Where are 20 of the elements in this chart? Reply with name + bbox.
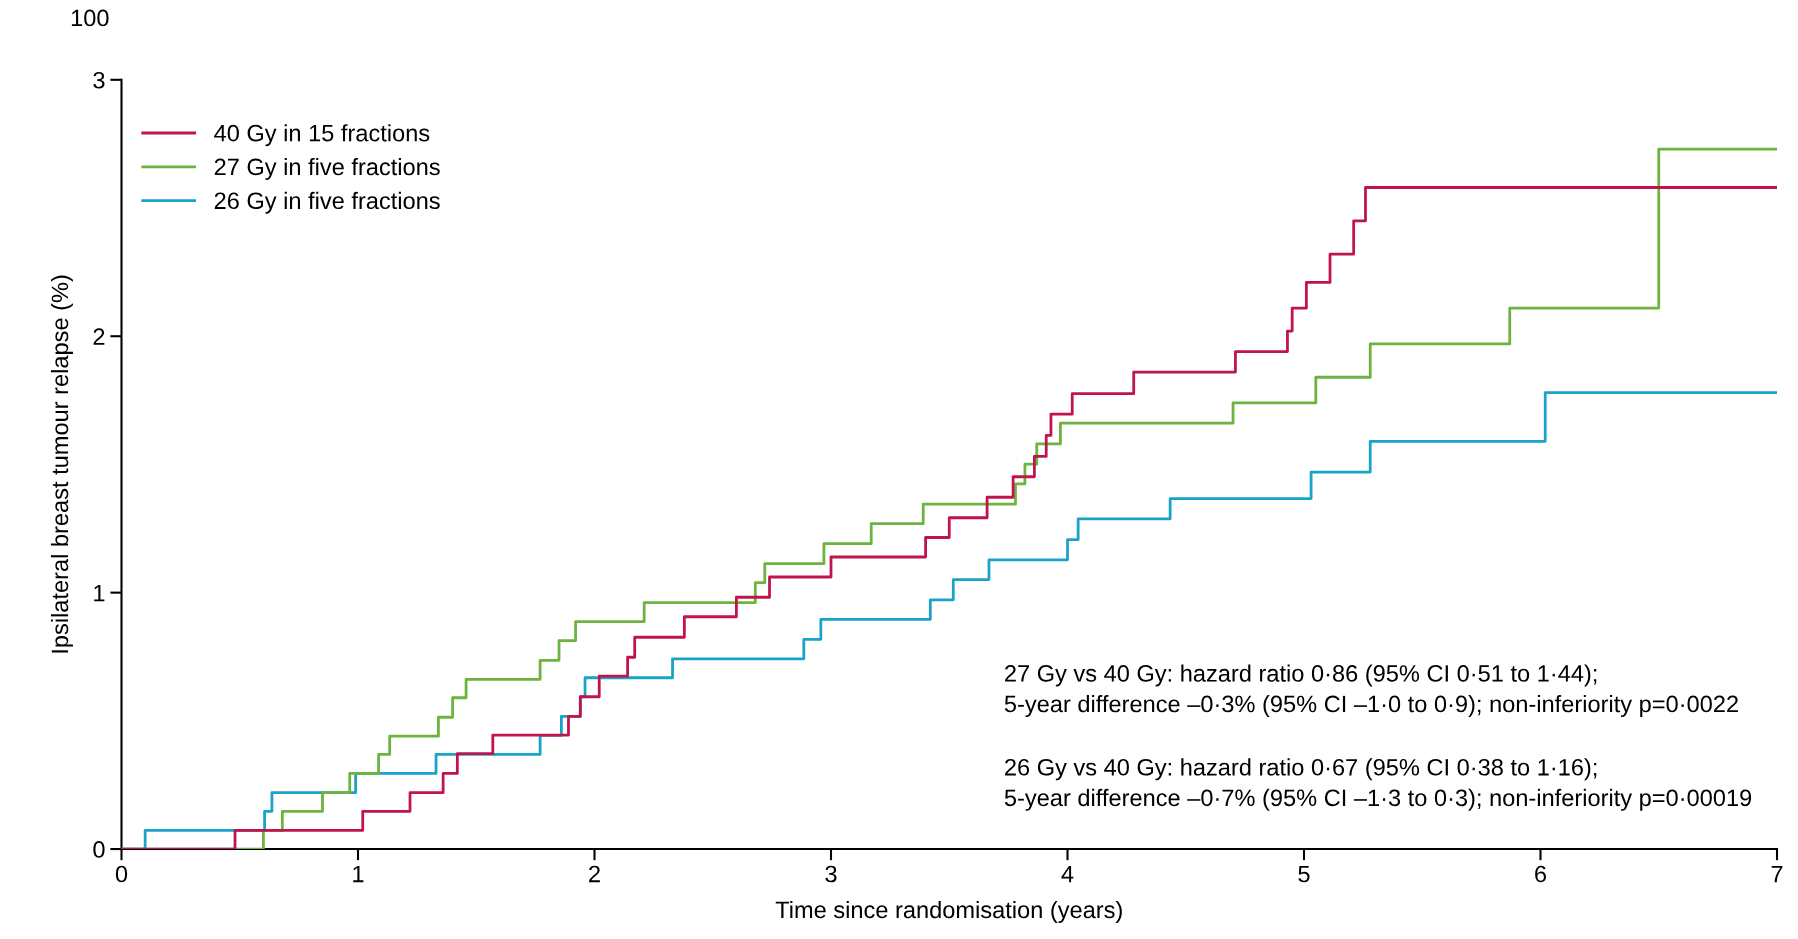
x-tick-label: 2 xyxy=(589,865,600,883)
annotation: 26 Gy vs 40 Gy: hazard ratio 0·67 (95% CI 0·38 to 1·16); 5-year difference –0·7% (95% CI –1·3 to 0·3); non-inferiority p=0·00019 xyxy=(1004,758,1752,811)
x-tick-label: 3 xyxy=(825,865,837,883)
x-tick-label: 1 xyxy=(353,865,364,883)
x-tick-label: 6 xyxy=(1535,865,1547,883)
x-tick-label: 5 xyxy=(1298,865,1310,883)
legend-label: 26 Gy in five fractions xyxy=(214,191,440,214)
text: 100 xyxy=(71,9,109,27)
annotation: 27 Gy vs 40 Gy: hazard ratio 0·86 (95% CI 0·51 to 1·44); 5-year difference –0·3% (95% CI –1·0 to 0·9); non-inferiority p=0·0022 xyxy=(1004,664,1738,717)
x-tick-label: 7 xyxy=(1771,865,1783,883)
x-tick-label: 0 xyxy=(115,865,128,883)
y-tick-label: 2 xyxy=(93,328,105,345)
y-tick-label: 1 xyxy=(94,584,105,602)
x-axis-title: Time since randomisation (years) xyxy=(775,900,1122,923)
legend-label: 40 Gy in 15 fractions xyxy=(214,124,430,147)
y-tick-label: 0 xyxy=(93,841,105,858)
legend-label: 27 Gy in five fractions xyxy=(214,157,440,180)
y-tick-label: 3 xyxy=(93,71,105,89)
x-tick-label: 4 xyxy=(1061,865,1074,883)
y-axis-title: Ipsilateral breast tumour relapse (%) xyxy=(50,275,73,653)
